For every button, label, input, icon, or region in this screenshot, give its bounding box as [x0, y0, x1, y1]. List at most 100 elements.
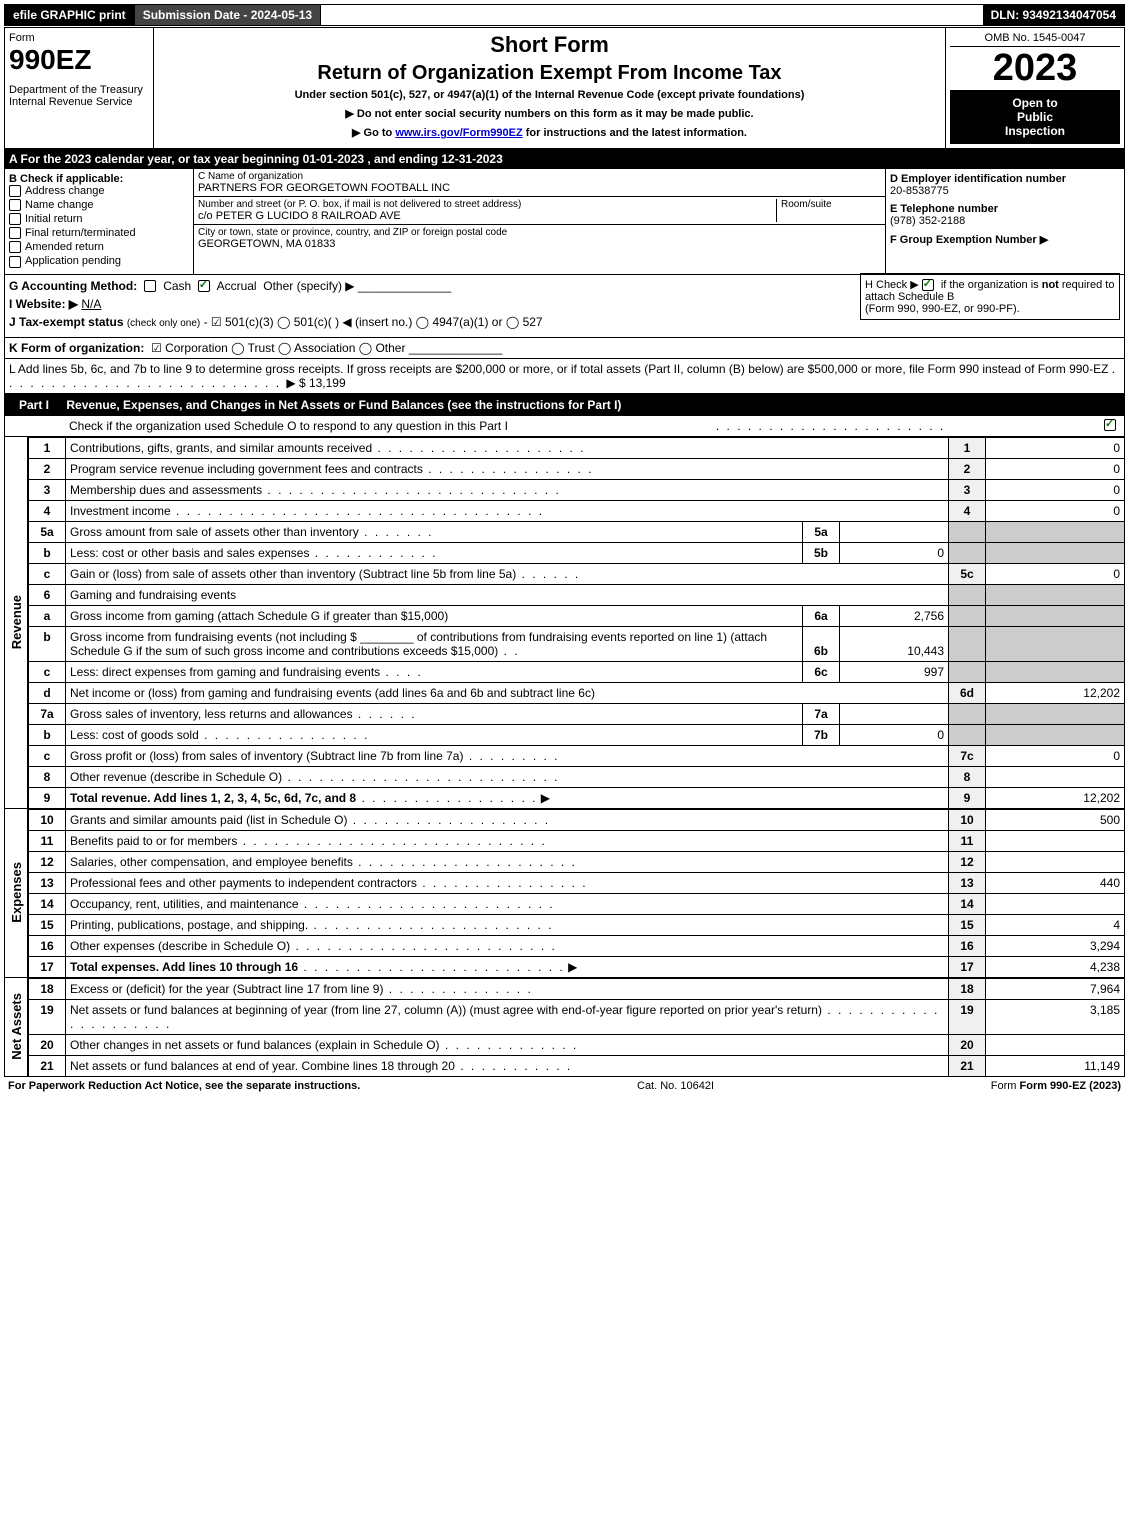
- part1-check: Check if the organization used Schedule …: [4, 416, 1125, 437]
- amt-13: 440: [986, 872, 1125, 893]
- telephone: (978) 352-2188: [890, 215, 1120, 227]
- line-8: 8Other revenue (describe in Schedule O) …: [29, 766, 1125, 787]
- cb-cash[interactable]: [144, 280, 156, 292]
- efile-print[interactable]: efile GRAPHIC print: [5, 5, 135, 25]
- department: Department of the Treasury Internal Reve…: [9, 84, 149, 108]
- return-title: Return of Organization Exempt From Incom…: [158, 62, 941, 85]
- line-6c: c Less: direct expenses from gaming and …: [29, 661, 1125, 682]
- section-def: D Employer identification number 20-8538…: [886, 169, 1124, 274]
- top-bar: efile GRAPHIC print Submission Date - 20…: [4, 4, 1125, 26]
- line-5c: cGain or (loss) from sale of assets othe…: [29, 563, 1125, 584]
- header-right: OMB No. 1545-0047 2023 Open to Public In…: [946, 28, 1124, 148]
- line-10: 10Grants and similar amounts paid (list …: [29, 809, 1125, 830]
- netassets-table: 18Excess or (deficit) for the year (Subt…: [28, 978, 1125, 1077]
- amt-21: 11,149: [986, 1055, 1125, 1076]
- street-address: c/o PETER G LUCIDO 8 RAILROAD AVE: [198, 210, 776, 222]
- cb-schedule-o-used[interactable]: [1104, 419, 1116, 431]
- line-11: 11Benefits paid to or for members . . . …: [29, 830, 1125, 851]
- paperwork-notice: For Paperwork Reduction Act Notice, see …: [8, 1080, 360, 1092]
- cb-name-change[interactable]: Name change: [9, 199, 189, 211]
- cb-initial-return[interactable]: Initial return: [9, 213, 189, 225]
- amt-19: 3,185: [986, 999, 1125, 1034]
- line-15: 15Printing, publications, postage, and s…: [29, 914, 1125, 935]
- cb-schedule-b-not-required[interactable]: [922, 279, 934, 291]
- line-6d: dNet income or (loss) from gaming and fu…: [29, 682, 1125, 703]
- form-number: 990EZ: [9, 44, 149, 76]
- cb-address-change[interactable]: Address change: [9, 185, 189, 197]
- open-to-public: Open to Public Inspection: [950, 90, 1120, 144]
- tax-year: 2023: [950, 47, 1120, 90]
- line-9: 9Total revenue. Add lines 1, 2, 3, 4, 5c…: [29, 787, 1125, 808]
- revenue-section: Revenue 1Contributions, gifts, grants, a…: [4, 437, 1125, 809]
- netassets-label: Net Assets: [9, 993, 24, 1060]
- line-6a: a Gross income from gaming (attach Sched…: [29, 605, 1125, 626]
- amt-15: 4: [986, 914, 1125, 935]
- amt-12: [986, 851, 1125, 872]
- irs-link[interactable]: www.irs.gov/Form990EZ: [395, 127, 522, 139]
- header-left: Form 990EZ Department of the Treasury In…: [5, 28, 154, 148]
- line-13: 13Professional fees and other payments t…: [29, 872, 1125, 893]
- amt-17: 4,238: [986, 956, 1125, 977]
- amt-3: 0: [986, 479, 1125, 500]
- org-name: PARTNERS FOR GEORGETOWN FOOTBALL INC: [198, 182, 881, 194]
- netassets-section: Net Assets 18Excess or (deficit) for the…: [4, 978, 1125, 1077]
- form-ref: Form Form 990-EZ (2023): [991, 1080, 1121, 1092]
- instruct-2: ▶ Go to www.irs.gov/Form990EZ for instru…: [158, 126, 941, 139]
- gross-receipts: ▶ $ 13,199: [286, 376, 345, 390]
- cb-amended[interactable]: Amended return: [9, 241, 189, 253]
- section-c: C Name of organization PARTNERS FOR GEOR…: [194, 169, 886, 274]
- line-7b: b Less: cost of goods sold . . . . . . .…: [29, 724, 1125, 745]
- line-14: 14Occupancy, rent, utilities, and mainte…: [29, 893, 1125, 914]
- line-19: 19Net assets or fund balances at beginni…: [29, 999, 1125, 1034]
- amt-14: [986, 893, 1125, 914]
- section-l: L Add lines 5b, 6c, and 7b to line 9 to …: [4, 359, 1125, 394]
- amt-6d: 12,202: [986, 682, 1125, 703]
- cb-pending[interactable]: Application pending: [9, 255, 189, 267]
- line-18: 18Excess or (deficit) for the year (Subt…: [29, 978, 1125, 999]
- line-17: 17Total expenses. Add lines 10 through 1…: [29, 956, 1125, 977]
- amt-20: [986, 1034, 1125, 1055]
- section-b: B Check if applicable: Address change Na…: [5, 169, 194, 274]
- line-21: 21Net assets or fund balances at end of …: [29, 1055, 1125, 1076]
- line-16: 16Other expenses (describe in Schedule O…: [29, 935, 1125, 956]
- ein: 20-8538775: [890, 185, 1120, 197]
- line-4: 4Investment income . . . . . . . . . . .…: [29, 500, 1125, 521]
- amt-2: 0: [986, 458, 1125, 479]
- dln: DLN: 93492134047054: [983, 5, 1124, 25]
- amt-9: 12,202: [986, 787, 1125, 808]
- section-h: H Check ▶ if the organization is not req…: [860, 273, 1120, 320]
- line-1: 1Contributions, gifts, grants, and simil…: [29, 437, 1125, 458]
- line-7c: cGross profit or (loss) from sales of in…: [29, 745, 1125, 766]
- expenses-label: Expenses: [9, 862, 24, 923]
- instruct-1: ▶ Do not enter social security numbers o…: [158, 107, 941, 120]
- revenue-table: 1Contributions, gifts, grants, and simil…: [28, 437, 1125, 809]
- line-5a: 5a Gross amount from sale of assets othe…: [29, 521, 1125, 542]
- line-5b: b Less: cost or other basis and sales ex…: [29, 542, 1125, 563]
- amt-16: 3,294: [986, 935, 1125, 956]
- line-20: 20Other changes in net assets or fund ba…: [29, 1034, 1125, 1055]
- line-2: 2Program service revenue including gover…: [29, 458, 1125, 479]
- expenses-section: Expenses 10Grants and similar amounts pa…: [4, 809, 1125, 978]
- amt-11: [986, 830, 1125, 851]
- section-k: K Form of organization: ☑ Corporation ◯ …: [4, 338, 1125, 359]
- info-rows: H Check ▶ if the organization is not req…: [4, 275, 1125, 338]
- footer: For Paperwork Reduction Act Notice, see …: [4, 1077, 1125, 1095]
- amt-10: 500: [986, 809, 1125, 830]
- amt-7c: 0: [986, 745, 1125, 766]
- line-12: 12Salaries, other compensation, and empl…: [29, 851, 1125, 872]
- amt-18: 7,964: [986, 978, 1125, 999]
- section-a: A For the 2023 calendar year, or tax yea…: [4, 149, 1125, 169]
- form-header: Form 990EZ Department of the Treasury In…: [4, 27, 1125, 149]
- line-3: 3Membership dues and assessments . . . .…: [29, 479, 1125, 500]
- part1-header: Part I Revenue, Expenses, and Changes in…: [4, 394, 1125, 416]
- submission-date: Submission Date - 2024-05-13: [135, 5, 321, 25]
- amt-1: 0: [986, 437, 1125, 458]
- city-state-zip: GEORGETOWN, MA 01833: [198, 238, 881, 250]
- amt-8: [986, 766, 1125, 787]
- cb-final-return[interactable]: Final return/terminated: [9, 227, 189, 239]
- form-label: Form: [9, 32, 149, 44]
- amt-4: 0: [986, 500, 1125, 521]
- header-center: Short Form Return of Organization Exempt…: [154, 28, 946, 148]
- line-6b: b Gross income from fundraising events (…: [29, 626, 1125, 661]
- cb-accrual[interactable]: [198, 280, 210, 292]
